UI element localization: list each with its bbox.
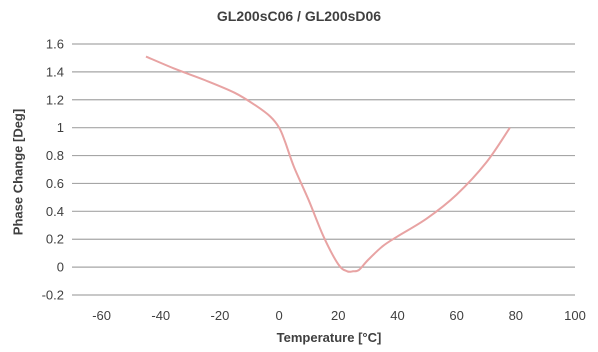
y-tick-label: 1 — [57, 120, 64, 135]
x-tick-label: 0 — [276, 308, 283, 323]
y-tick-label: 0.6 — [46, 176, 64, 191]
x-tick-label: -20 — [211, 308, 230, 323]
y-tick-label: -0.2 — [42, 288, 64, 303]
series-line — [145, 55, 511, 273]
x-tick-labels: -60 -40 -20 0 20 40 60 80 100 — [92, 308, 586, 323]
x-tick-label: 20 — [331, 308, 345, 323]
x-axis-label: Temperature [°C] — [276, 330, 382, 345]
x-tick-label: -60 — [92, 308, 111, 323]
y-tick-label: 0.2 — [46, 232, 64, 247]
x-tick-label: 100 — [564, 308, 586, 323]
y-tick-labels: 1.6 1.4 1.2 1 0.8 0.6 0.4 0.2 0 -0.2 — [42, 37, 64, 303]
chart-title: GL200sC06 / GL200sD06 — [216, 8, 382, 24]
x-tick-label: 40 — [390, 308, 404, 323]
y-tick-label: 0.4 — [46, 204, 64, 219]
y-tick-label: 0.8 — [46, 148, 64, 163]
y-tick-label: 1.4 — [46, 64, 64, 79]
y-tick-label: 1.6 — [46, 37, 64, 52]
gridlines — [72, 43, 575, 296]
y-tick-label: 0 — [57, 260, 64, 275]
x-tick-label: 80 — [509, 308, 523, 323]
series-layer — [145, 55, 511, 273]
y-tick-label: 1.2 — [46, 92, 64, 107]
x-tick-label: 60 — [449, 308, 463, 323]
x-tick-label: -40 — [151, 308, 170, 323]
